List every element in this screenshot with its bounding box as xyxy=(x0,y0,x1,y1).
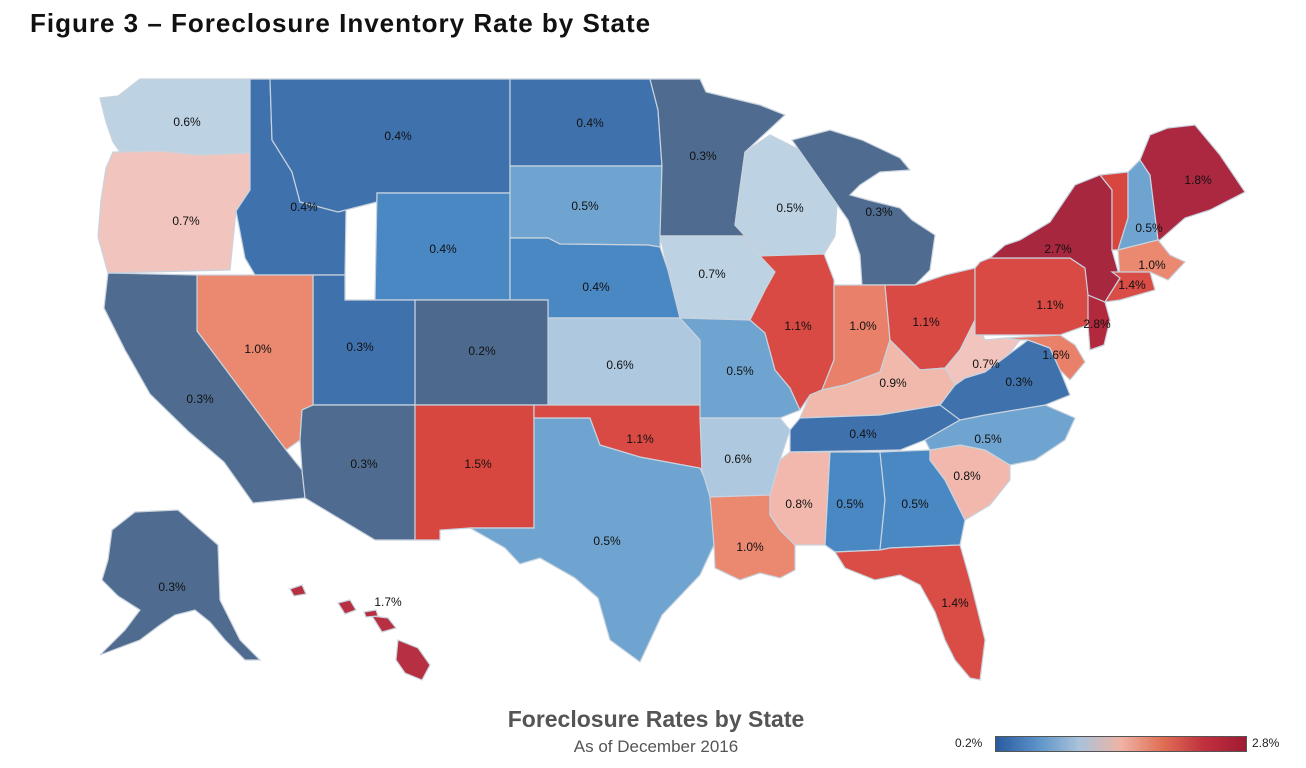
state-label-nh: 0.5% xyxy=(1135,221,1163,235)
state-md[interactable] xyxy=(1004,334,1086,381)
state-ct[interactable] xyxy=(1103,271,1156,303)
state-label-ks: 0.6% xyxy=(606,358,634,372)
state-label-or: 0.7% xyxy=(172,214,200,228)
state-label-me: 1.8% xyxy=(1184,173,1212,187)
hawaii-islands xyxy=(289,584,431,681)
legend-gradient-bar xyxy=(995,736,1247,752)
state-label-ky: 0.9% xyxy=(879,376,907,390)
state-hi[interactable] xyxy=(395,639,431,681)
state-label-sd: 0.5% xyxy=(571,199,599,213)
state-label-ga: 0.5% xyxy=(901,497,929,511)
state-label-oh: 1.1% xyxy=(912,315,940,329)
hawaii-island-kauai xyxy=(289,584,307,597)
state-label-nd: 0.4% xyxy=(576,116,604,130)
state-or[interactable] xyxy=(97,150,251,274)
state-label-ok: 1.1% xyxy=(626,432,654,446)
state-label-az: 0.3% xyxy=(350,457,378,471)
state-label-id: 0.4% xyxy=(290,200,318,214)
state-label-ne: 0.4% xyxy=(582,280,610,294)
state-label-va: 0.3% xyxy=(1005,375,1033,389)
state-az[interactable] xyxy=(299,404,416,541)
color-legend: 0.2% 2.8% xyxy=(955,734,1295,754)
state-label-hi: 1.7% xyxy=(374,595,402,609)
map-subtitle: As of December 2016 xyxy=(573,737,739,756)
state-label-sc: 0.8% xyxy=(953,469,981,483)
state-label-nv: 1.0% xyxy=(244,342,272,356)
state-label-la: 1.0% xyxy=(736,540,764,554)
state-label-ca: 0.3% xyxy=(186,392,214,406)
state-label-nc: 0.5% xyxy=(974,432,1002,446)
state-label-al: 0.5% xyxy=(836,497,864,511)
state-label-wi: 0.5% xyxy=(776,201,804,215)
state-me[interactable] xyxy=(1139,124,1246,241)
hawaii-island-molokai xyxy=(363,609,379,618)
hawaii-island-oahu xyxy=(337,599,357,615)
state-label-il: 1.1% xyxy=(784,319,812,333)
legend-max-label: 2.8% xyxy=(1252,736,1280,750)
state-label-tn: 0.4% xyxy=(849,427,877,441)
state-label-co: 0.2% xyxy=(468,344,496,358)
figure-title: Figure 3 – Foreclosure Inventory Rate by… xyxy=(30,8,652,38)
state-label-ar: 0.6% xyxy=(724,452,752,466)
state-label-mn: 0.3% xyxy=(689,149,717,163)
hawaii-island-maui xyxy=(370,615,398,633)
state-label-ak: 0.3% xyxy=(158,580,186,594)
state-label-fl: 1.4% xyxy=(941,596,969,610)
state-label-mt: 0.4% xyxy=(384,129,412,143)
state-fl[interactable] xyxy=(833,544,986,681)
state-ca[interactable] xyxy=(103,272,306,504)
state-label-wa: 0.6% xyxy=(173,115,201,129)
state-nm[interactable] xyxy=(414,404,535,541)
state-mt[interactable] xyxy=(269,78,511,213)
state-mi[interactable] xyxy=(791,129,936,286)
state-label-mo: 0.5% xyxy=(726,364,754,378)
state-label-ia: 0.7% xyxy=(698,267,726,281)
state-label-ct: 1.4% xyxy=(1118,278,1146,292)
legend-min-label: 0.2% xyxy=(955,736,983,750)
state-label-pa: 1.1% xyxy=(1036,298,1064,312)
state-label-wy: 0.4% xyxy=(429,242,457,256)
map-title: Foreclosure Rates by State xyxy=(507,706,805,732)
state-label-wv: 0.7% xyxy=(972,357,1000,371)
state-label-ut: 0.3% xyxy=(346,340,374,354)
state-label-nj: 2.8% xyxy=(1083,317,1111,331)
state-label-tx: 0.5% xyxy=(593,534,621,548)
state-label-nm: 1.5% xyxy=(464,457,492,471)
state-label-ny: 2.7% xyxy=(1044,242,1072,256)
state-ak[interactable] xyxy=(99,509,262,661)
state-label-mi: 0.3% xyxy=(865,205,893,219)
state-label-ms: 0.8% xyxy=(785,497,813,511)
state-pa[interactable] xyxy=(974,257,1091,336)
state-label-ma: 1.0% xyxy=(1138,258,1166,272)
state-label-md: 1.6% xyxy=(1042,348,1070,362)
state-label-in: 1.0% xyxy=(849,319,877,333)
